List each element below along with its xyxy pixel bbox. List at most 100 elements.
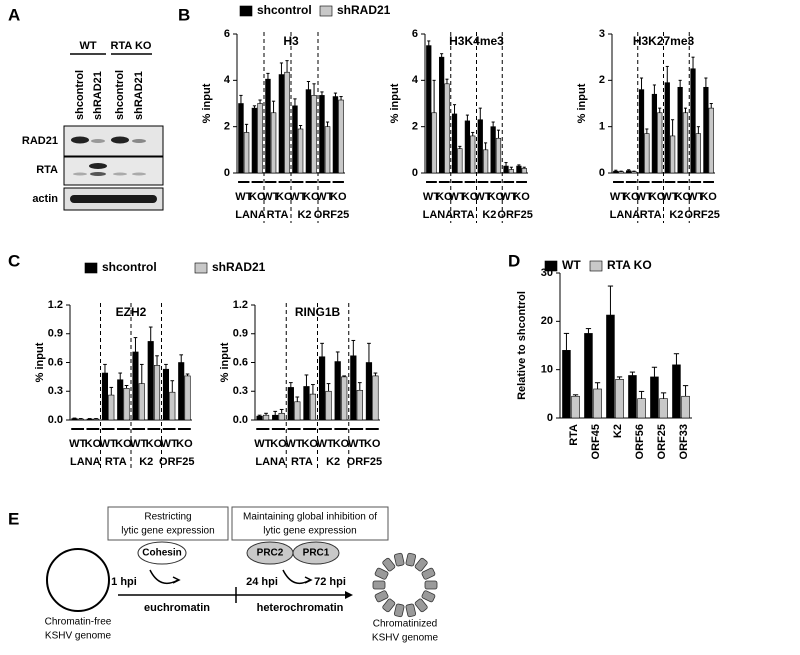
timepoint: 72 hpi bbox=[314, 576, 346, 588]
bar bbox=[108, 394, 115, 421]
nucleosome bbox=[414, 598, 428, 613]
chromatinized-genome bbox=[372, 552, 438, 618]
panel-label: B bbox=[178, 5, 190, 24]
x-tick-label: ORF45 bbox=[590, 424, 602, 459]
x-tick-label: WT bbox=[500, 191, 517, 203]
x-tick-label: KO bbox=[330, 191, 347, 203]
y-tick-label: 4 bbox=[224, 74, 231, 86]
group-label: RTA bbox=[105, 456, 127, 468]
group-label: ORF25 bbox=[314, 209, 349, 221]
x-tick-label: WT bbox=[316, 191, 333, 203]
bar bbox=[626, 170, 632, 174]
x-tick-label: WT bbox=[610, 191, 627, 203]
arrow-head bbox=[345, 591, 353, 599]
error-bar bbox=[312, 83, 316, 96]
group-label: LANA bbox=[70, 456, 101, 468]
band bbox=[89, 163, 107, 169]
band bbox=[132, 172, 146, 176]
bar bbox=[138, 383, 145, 421]
bar bbox=[265, 78, 271, 174]
genome-label: KSHV genome bbox=[372, 633, 439, 644]
bar bbox=[650, 376, 659, 419]
bar bbox=[284, 71, 290, 174]
error-bar bbox=[683, 107, 688, 113]
error-bar bbox=[279, 408, 284, 414]
error-bar bbox=[164, 363, 168, 370]
arrow bbox=[304, 576, 313, 584]
error-bar bbox=[320, 91, 324, 96]
bar bbox=[451, 113, 458, 174]
x-tick-label: KO bbox=[303, 191, 320, 203]
genome-label: Chromatinized bbox=[373, 619, 437, 630]
error-bar bbox=[244, 123, 249, 133]
error-bar bbox=[109, 386, 114, 396]
bar bbox=[562, 350, 571, 419]
group-label: ORF25 bbox=[159, 456, 194, 468]
legend-label: shRAD21 bbox=[212, 260, 266, 274]
lane-label: shRAD21 bbox=[133, 71, 145, 120]
bar bbox=[147, 341, 154, 421]
error-bar bbox=[658, 107, 662, 113]
y-axis-label: % input bbox=[389, 83, 401, 123]
x-tick-label: KO bbox=[276, 191, 293, 203]
group-label: RTA bbox=[267, 209, 289, 221]
x-tick-label: KO bbox=[436, 191, 453, 203]
bar bbox=[311, 95, 317, 174]
y-tick-label: 6 bbox=[412, 28, 418, 40]
x-tick-label: KO bbox=[176, 438, 193, 450]
bar bbox=[350, 355, 357, 421]
y-tick-label: 0.3 bbox=[233, 385, 248, 397]
x-tick-label: ORF56 bbox=[634, 424, 646, 459]
error-bar bbox=[665, 65, 669, 83]
y-tick-label: 2 bbox=[412, 121, 418, 133]
x-tick-label: WT bbox=[100, 438, 117, 450]
error-bar bbox=[638, 390, 645, 399]
x-tick-label: KO bbox=[675, 191, 692, 203]
group-label: K2 bbox=[669, 209, 683, 221]
x-tick-label: WT bbox=[687, 191, 704, 203]
nucleosome bbox=[424, 580, 438, 590]
y-tick-label: 0.9 bbox=[233, 328, 248, 340]
nucleosome bbox=[421, 590, 436, 603]
error-bar bbox=[607, 285, 614, 316]
bar bbox=[521, 168, 527, 174]
error-bar bbox=[333, 92, 338, 97]
bar bbox=[278, 74, 285, 174]
error-bar bbox=[639, 77, 644, 90]
bar bbox=[672, 364, 681, 419]
bar bbox=[457, 148, 463, 174]
box bbox=[231, 506, 389, 541]
error-bar bbox=[148, 326, 153, 342]
box-text: lytic gene expression bbox=[263, 526, 356, 537]
x-tick-label: KO bbox=[700, 191, 717, 203]
blot-strip bbox=[63, 156, 164, 186]
group-label: RTA bbox=[291, 456, 313, 468]
bar bbox=[681, 395, 690, 419]
bar bbox=[426, 45, 432, 174]
error-bar bbox=[339, 96, 343, 101]
bar bbox=[659, 398, 668, 419]
bar bbox=[178, 362, 185, 421]
error-bar bbox=[298, 125, 303, 129]
bar bbox=[516, 165, 522, 174]
nucleosome bbox=[372, 580, 386, 590]
box-text: Restricting bbox=[144, 512, 191, 523]
y-tick-label: 0.9 bbox=[48, 328, 63, 340]
band bbox=[132, 139, 146, 143]
genome bbox=[46, 548, 110, 612]
factor-label: PRC1 bbox=[303, 548, 330, 559]
bar bbox=[490, 126, 496, 174]
bar bbox=[318, 356, 326, 421]
bar bbox=[470, 135, 476, 174]
bar bbox=[677, 86, 683, 174]
bar bbox=[444, 83, 450, 174]
bar bbox=[508, 169, 514, 174]
state: heterochromatin bbox=[257, 602, 344, 614]
bar bbox=[272, 414, 279, 421]
bar bbox=[169, 391, 176, 421]
error-bar bbox=[629, 371, 636, 376]
bar bbox=[708, 107, 714, 174]
x-tick-label: KO bbox=[364, 438, 381, 450]
x-tick-label: WT bbox=[661, 191, 678, 203]
